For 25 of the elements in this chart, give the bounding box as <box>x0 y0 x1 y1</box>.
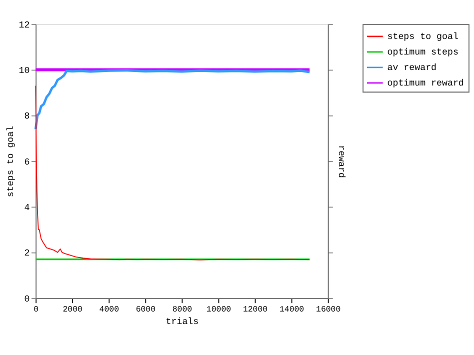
x-tick-label: 4000 <box>99 305 120 314</box>
x-tick-label: 8000 <box>172 305 192 314</box>
line-series <box>34 69 311 130</box>
y-tick-label: 10 <box>18 64 30 76</box>
x-tick-label: 2000 <box>62 305 83 314</box>
legend-label: optimum reward <box>387 78 464 89</box>
legend-label: steps to goal <box>387 31 458 42</box>
y-axis-title: steps to goal <box>5 126 16 198</box>
legend-label: av reward <box>387 62 437 74</box>
x-tick-label: 12000 <box>242 305 268 314</box>
y-tick-label: 4 <box>24 202 30 213</box>
y-tick-label: 8 <box>24 110 30 122</box>
legend-label: optimum steps <box>387 46 458 58</box>
x-axis-title: trials <box>166 316 199 328</box>
x-tick-label: 16000 <box>316 305 341 314</box>
y-tick-label: 6 <box>24 156 30 168</box>
x-tick-label: 10000 <box>206 305 232 314</box>
x-tick-label: 6000 <box>136 305 156 314</box>
y-tick-label: 12 <box>18 19 30 30</box>
y2-axis-title: reward <box>336 145 347 178</box>
y-tick-label: 2 <box>24 248 30 259</box>
line-series <box>35 85 310 260</box>
y-tick-label: 0 <box>24 293 30 304</box>
x-tick-label: 14000 <box>279 305 304 314</box>
x-tick-label: 0 <box>34 305 39 314</box>
